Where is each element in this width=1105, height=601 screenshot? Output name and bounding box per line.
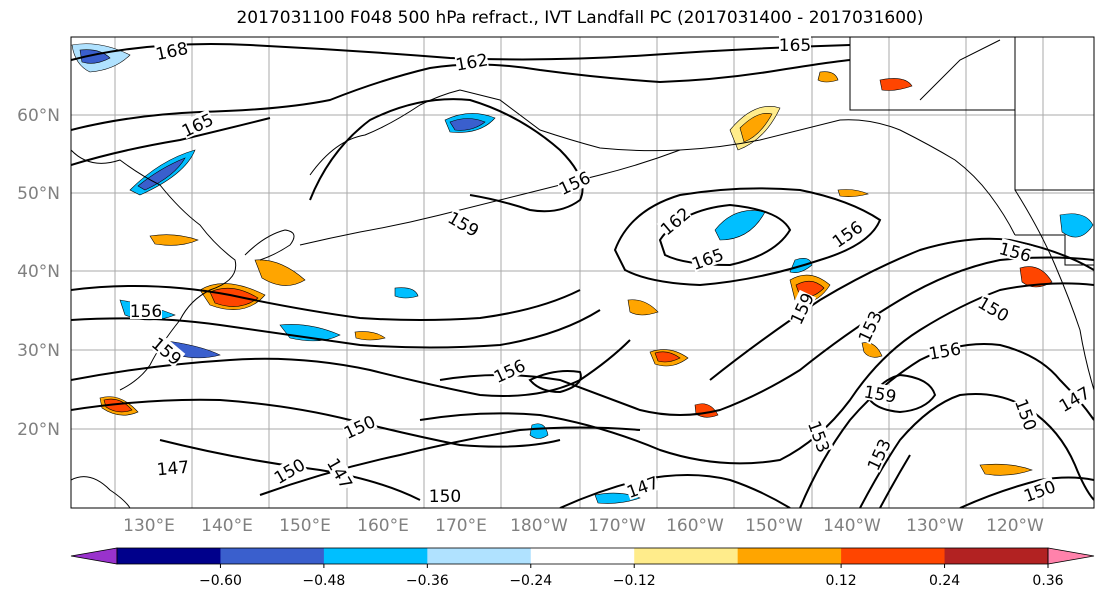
- colorbar: −0.60−0.48−0.36−0.24−0.120.120.240.360.4…: [70, 547, 1095, 589]
- colorbar-segment: [427, 548, 532, 564]
- lon-label: 180°W: [510, 516, 568, 536]
- contour-label: 165: [779, 36, 811, 56]
- map-title: 2017031100 F048 500 hPa refract., IVT La…: [236, 8, 924, 28]
- colorbar-segment: [530, 548, 635, 564]
- colorbar-tick-label: −0.60: [199, 573, 242, 589]
- colorbar-tick-label: 0.12: [826, 573, 857, 589]
- colorbar-extend-low: [70, 547, 118, 565]
- colorbar-extend-high: [1047, 547, 1095, 565]
- longitude-axis: 130°E 140°E 150°E 160°E 170°E 180°W 170°…: [123, 516, 1044, 536]
- map-plot-area: [70, 36, 1095, 509]
- colorbar-segment: [841, 548, 946, 564]
- lon-label: 150°W: [745, 516, 803, 536]
- colorbar-tick-label: −0.36: [406, 573, 449, 589]
- lon-label: 170°E: [435, 516, 487, 536]
- colorbar-segment: [944, 548, 1049, 564]
- contour-label: 150: [429, 487, 461, 507]
- lon-label: 170°W: [588, 516, 646, 536]
- colorbar-tick-label: −0.48: [302, 573, 345, 589]
- colorbar-segment: [634, 548, 739, 564]
- latitude-axis: 60°N 50°N 40°N 30°N 20°N: [17, 106, 60, 440]
- lon-label: 130°W: [906, 516, 964, 536]
- lon-label: 120°W: [986, 516, 1044, 536]
- colorbar-tick-label: −0.24: [509, 573, 552, 589]
- colorbar-segment: [323, 548, 428, 564]
- colorbar-segment: [737, 548, 842, 564]
- colorbar-tick-label: 0.36: [1032, 573, 1063, 589]
- colorbar-segment: [117, 548, 221, 564]
- lon-label: 160°E: [357, 516, 409, 536]
- lon-label: 140°E: [201, 516, 253, 536]
- gridlines: [71, 37, 1094, 508]
- colorbar-tick-label: −0.12: [613, 573, 656, 589]
- contour-label: 156: [130, 302, 162, 322]
- lat-label: 40°N: [17, 262, 60, 282]
- lat-label: 30°N: [17, 341, 60, 361]
- contour-label: 147: [156, 458, 190, 481]
- colorbar-segment: [220, 548, 325, 564]
- lon-label: 140°W: [823, 516, 881, 536]
- lat-label: 60°N: [17, 106, 60, 126]
- lon-label: 130°E: [123, 516, 175, 536]
- lat-label: 50°N: [17, 184, 60, 204]
- colorbar-tick-label: 0.24: [929, 573, 960, 589]
- lat-label: 20°N: [17, 420, 60, 440]
- shaded-anomalies: [71, 43, 1094, 504]
- map-frame: [70, 36, 1095, 509]
- lon-label: 160°W: [666, 516, 724, 536]
- lon-label: 150°E: [279, 516, 331, 536]
